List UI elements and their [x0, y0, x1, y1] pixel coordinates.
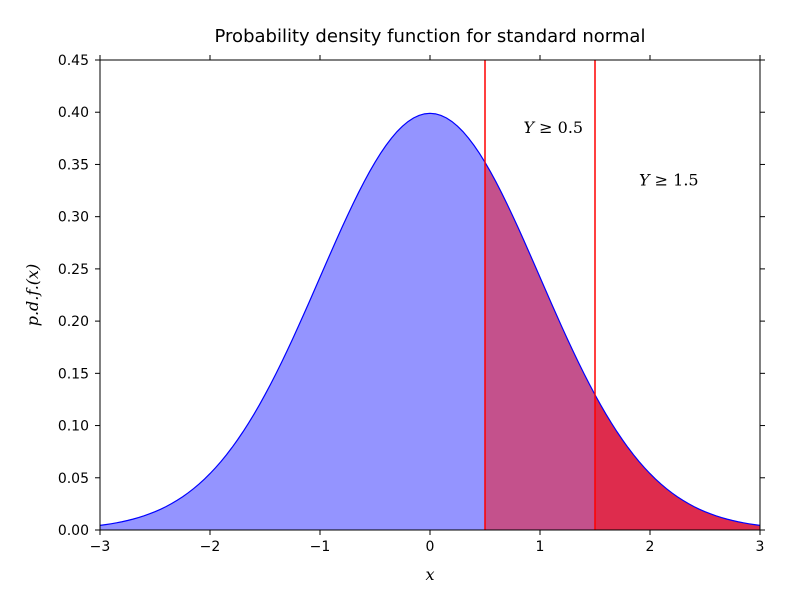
x-tick-label: −3	[90, 539, 111, 555]
x-tick-label: 1	[536, 539, 545, 555]
annotation-1: Y ≥ 1.5	[639, 170, 699, 189]
shaded-region-1	[595, 395, 760, 530]
y-tick-label: 0.35	[58, 157, 89, 173]
x-tick-label: 2	[646, 539, 655, 555]
x-tick-label: −1	[310, 539, 331, 555]
y-tick-label: 0.00	[58, 523, 89, 539]
chart-container: −3 −2 −1 0 1 2 3 0.00 0.05 0.10 0.15 0.20 0.25 0.30 0.…	[0, 0, 800, 600]
y-tick-label: 0.45	[58, 53, 89, 69]
y-tick-label: 0.25	[58, 262, 89, 278]
y-tick-label: 0.30	[58, 210, 89, 226]
y-tick-label: 0.05	[58, 471, 89, 487]
annotation-0: Y ≥ 0.5	[524, 118, 584, 137]
y-tick-label: 0.15	[58, 366, 89, 382]
chart-title: Probability density function for standar…	[215, 26, 646, 47]
y-tick-label: 0.20	[58, 314, 89, 330]
y-tick-label: 0.10	[58, 419, 89, 435]
x-tick-label: 0	[426, 539, 435, 555]
y-axis-label: p.d.f.(x)	[23, 264, 42, 327]
x-tick-label: 3	[756, 539, 765, 555]
y-tick-label: 0.40	[58, 105, 89, 121]
x-tick-label: −2	[200, 539, 221, 555]
pdf-chart: −3 −2 −1 0 1 2 3 0.00 0.05 0.10 0.15 0.20 0.25 0.30 0.…	[0, 0, 800, 600]
x-axis-label: x	[425, 565, 434, 584]
